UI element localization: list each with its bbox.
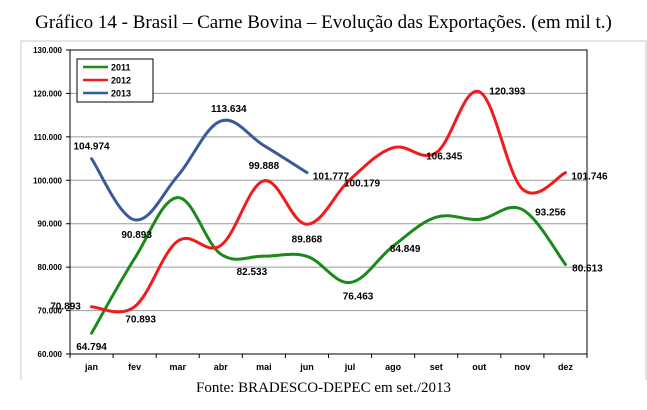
x-tick-label: jan bbox=[84, 362, 98, 372]
plot-area bbox=[69, 49, 588, 355]
data-label: 100.179 bbox=[344, 179, 381, 190]
data-label: 106.345 bbox=[426, 152, 463, 163]
x-tick-label: dez bbox=[558, 362, 574, 372]
chart-source: Fonte: BRADESCO-DEPEC em set./2013 bbox=[195, 380, 451, 396]
x-tick-label: jun bbox=[299, 362, 314, 372]
x-tick-label: mar bbox=[169, 362, 186, 372]
x-tick-label: nov bbox=[514, 362, 530, 372]
chart-border bbox=[20, 40, 647, 380]
data-label: 113.634 bbox=[211, 104, 247, 115]
data-label: 89.868 bbox=[292, 234, 323, 245]
series-line-2012 bbox=[90, 90, 567, 314]
data-label: 82.533 bbox=[237, 267, 268, 278]
data-label: 104.974 bbox=[73, 142, 110, 153]
data-label: 64.794 bbox=[76, 342, 107, 353]
data-label: 76.463 bbox=[343, 292, 374, 303]
y-tick-label: 80.000 bbox=[38, 263, 63, 272]
y-tick-label: 100.000 bbox=[33, 176, 62, 185]
data-labels: 104.974 90.893 113.634 101.777 70.893 70.893 9… bbox=[50, 87, 608, 353]
data-label: 80.613 bbox=[572, 263, 603, 274]
chart-title: Gráfico 14 - Brasil – Carne Bovina – Evo… bbox=[35, 12, 612, 33]
legend: 2011 2012 2013 bbox=[76, 58, 154, 103]
data-label: 93.256 bbox=[535, 208, 566, 219]
series-line-2013 bbox=[90, 118, 309, 222]
y-tick-label: 70.000 bbox=[38, 307, 63, 316]
x-tick-label: out bbox=[472, 362, 486, 372]
x-tick-label: set bbox=[430, 362, 443, 372]
line-chart: 60.000 70.000 80.000 90.000 100.000 110.000 12… bbox=[20, 40, 647, 380]
data-label: 120.393 bbox=[489, 87, 526, 98]
x-axis-ticks: jan fev mar abr mai jun jul ago set out nov dez bbox=[69, 354, 588, 372]
y-gridlines bbox=[70, 92, 587, 312]
y-tick-label: 130.000 bbox=[33, 46, 62, 55]
data-label: 70.893 bbox=[50, 302, 81, 313]
y-tick-label: 60.000 bbox=[38, 350, 63, 359]
y-axis-ticks: 60.000 70.000 80.000 90.000 100.000 110.000 12… bbox=[33, 46, 70, 359]
x-tick-label: mai bbox=[256, 362, 272, 372]
legend-label-2011: 2011 bbox=[111, 63, 131, 73]
x-tick-label: jul bbox=[344, 362, 356, 372]
y-tick-label: 110.000 bbox=[34, 133, 63, 142]
x-tick-label: ago bbox=[385, 362, 402, 372]
legend-label-2013: 2013 bbox=[111, 89, 131, 99]
data-label: 90.893 bbox=[121, 230, 152, 241]
series-line-2011 bbox=[90, 196, 567, 335]
data-label: 84.849 bbox=[390, 244, 421, 255]
y-tick-label: 120.000 bbox=[33, 89, 62, 98]
legend-label-2012: 2012 bbox=[111, 76, 131, 86]
x-tick-label: abr bbox=[214, 362, 229, 372]
data-label: 99.888 bbox=[249, 161, 280, 172]
data-label: 70.893 bbox=[125, 315, 156, 326]
series-lines bbox=[90, 90, 567, 335]
x-tick-label: fev bbox=[128, 362, 141, 372]
data-label: 101.777 bbox=[313, 172, 350, 183]
data-label: 101.746 bbox=[571, 172, 608, 183]
y-tick-label: 90.000 bbox=[38, 220, 63, 229]
